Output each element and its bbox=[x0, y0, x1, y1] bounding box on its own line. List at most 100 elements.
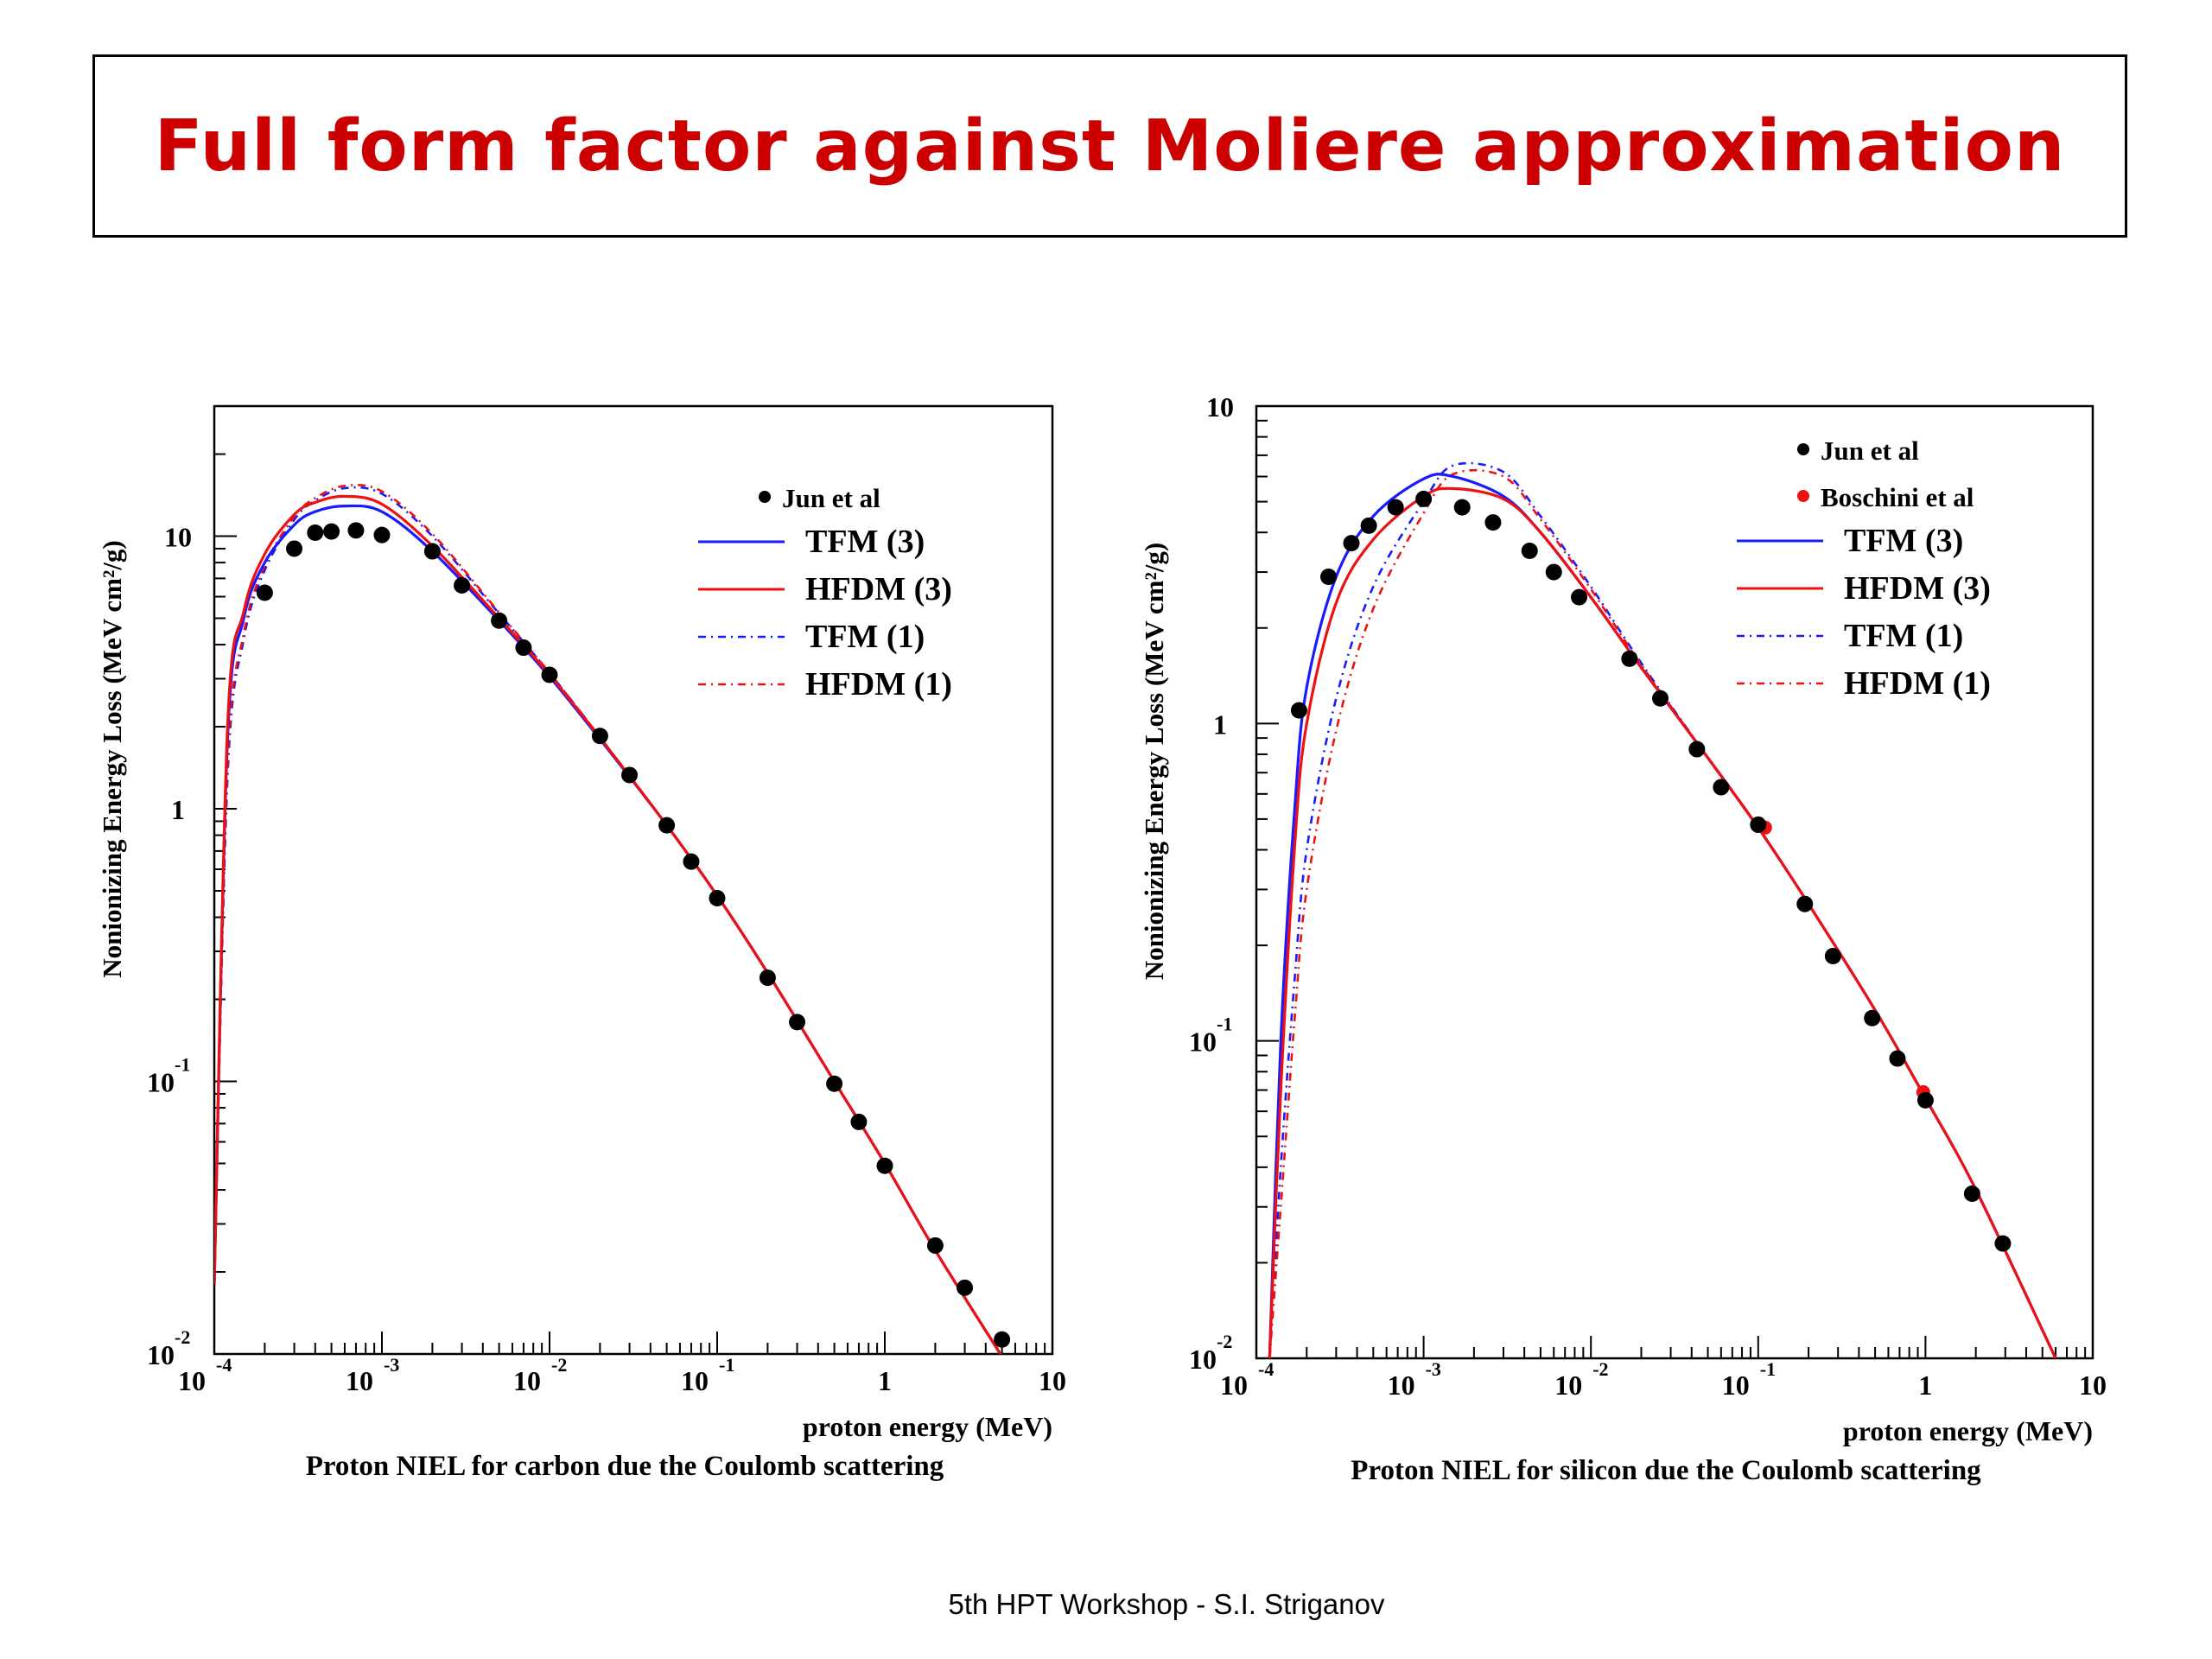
legend-label: Jun et al bbox=[782, 483, 880, 513]
x-tick-base: 10 bbox=[1220, 1370, 1248, 1401]
y-tick-exp: -1 bbox=[1217, 1014, 1232, 1035]
legend-label: TFM (3) bbox=[805, 524, 925, 560]
y-tick-label: 10-1 bbox=[147, 1054, 190, 1098]
chart-caption: Proton NIEL for silicon due the Coulomb … bbox=[1351, 1455, 1981, 1486]
legend-item: Boschini et al bbox=[1797, 482, 1974, 512]
legend-label: TFM (1) bbox=[805, 619, 925, 655]
y-axis-label: Nonionizing Energy Loss (MeV cm²/g) bbox=[97, 540, 127, 977]
x-tick-exp: -1 bbox=[719, 1354, 734, 1376]
x-axis-label: proton energy (MeV) bbox=[803, 1411, 1052, 1442]
jun-point bbox=[926, 1236, 944, 1254]
legend-marker bbox=[1797, 490, 1809, 502]
x-tick-exp: -3 bbox=[1426, 1358, 1441, 1380]
jun-point bbox=[1824, 948, 1841, 965]
x-tick-label: 1 bbox=[878, 1365, 892, 1396]
legend-item: TFM (3) bbox=[698, 524, 925, 560]
jun-point bbox=[373, 526, 391, 543]
x-tick-exp: -2 bbox=[551, 1354, 567, 1376]
legend-label: HFDM (3) bbox=[805, 571, 952, 607]
jun-point bbox=[1387, 499, 1404, 516]
jun-point bbox=[1652, 690, 1669, 707]
y-tick-label: 10 bbox=[1206, 391, 1234, 423]
jun-point bbox=[1864, 1009, 1881, 1027]
legend-item: HFDM (3) bbox=[698, 571, 952, 607]
x-tick-label: 10 -3 bbox=[346, 1354, 399, 1396]
jun-point bbox=[789, 1014, 806, 1031]
jun-point bbox=[1484, 514, 1502, 531]
x-tick-label: 10 -3 bbox=[1388, 1358, 1441, 1401]
jun-point bbox=[347, 522, 365, 539]
y-axis-label: Nonionizing Energy Loss (MeV cm²/g) bbox=[1139, 543, 1169, 980]
plot-frame bbox=[1255, 404, 2094, 1360]
jun-point bbox=[1713, 779, 1730, 796]
jun-point bbox=[957, 1279, 974, 1296]
footer: 5th HPT Workshop - S.I. Striganov bbox=[0, 1588, 2212, 1621]
jun-point bbox=[1415, 490, 1433, 507]
x-tick-base: 10 bbox=[513, 1365, 541, 1396]
x-tick-base: 10 bbox=[1722, 1370, 1750, 1401]
jun-point bbox=[454, 576, 471, 594]
plot-area bbox=[1268, 461, 2057, 1358]
jun-point bbox=[1545, 563, 1562, 581]
y-tick-base: 10 bbox=[147, 1339, 175, 1370]
y-tick-base: 10 bbox=[164, 522, 192, 553]
jun-point bbox=[1290, 702, 1307, 719]
y-tick-base: 1 bbox=[1213, 709, 1227, 740]
x-tick-exp: -1 bbox=[1760, 1358, 1776, 1380]
legend-item: TFM (1) bbox=[698, 619, 925, 655]
x-tick-base: 1 bbox=[1918, 1370, 1932, 1401]
legend: Jun et al Boschini et al TFM (3) HFDM (3) TF… bbox=[1737, 435, 1991, 702]
jun-point bbox=[323, 523, 340, 540]
jun-point bbox=[541, 666, 558, 683]
y-tick-base: 10 bbox=[147, 1067, 175, 1098]
series-line-tfm-3 bbox=[1268, 473, 2057, 1358]
jun-point bbox=[621, 766, 639, 784]
legend-label: TFM (3) bbox=[1844, 523, 1963, 559]
legend-label: Jun et al bbox=[1821, 435, 1919, 466]
jun-point bbox=[423, 543, 441, 560]
jun-point bbox=[1889, 1050, 1906, 1067]
y-tick-label: 1 bbox=[171, 794, 185, 825]
jun-point bbox=[1521, 542, 1538, 559]
jun-point bbox=[759, 969, 776, 987]
y-tick-exp: -2 bbox=[1217, 1331, 1232, 1352]
legend-item: HFDM (1) bbox=[698, 666, 952, 702]
legend-item: TFM (3) bbox=[1737, 523, 1963, 559]
jun-point bbox=[1360, 517, 1377, 534]
jun-point bbox=[591, 728, 608, 745]
legend-label: Boschini et al bbox=[1821, 482, 1974, 512]
x-tick-base: 10 bbox=[681, 1365, 709, 1396]
legend-marker bbox=[759, 491, 771, 503]
x-tick-label: 10 -2 bbox=[1554, 1358, 1608, 1401]
jun-point bbox=[709, 889, 726, 906]
legend-label: HFDM (1) bbox=[805, 666, 952, 702]
x-tick-label: 10 -4 bbox=[1220, 1358, 1274, 1401]
chart-caption: Proton NIEL for carbon due the Coulomb s… bbox=[306, 1451, 944, 1482]
title-box: Full form factor against Moliere approxi… bbox=[92, 54, 2127, 238]
jun-point bbox=[1343, 535, 1360, 552]
x-tick-base: 10 bbox=[346, 1365, 373, 1396]
y-tick-base: 10 bbox=[1189, 1027, 1217, 1058]
jun-point bbox=[1571, 588, 1588, 606]
legend-item: TFM (1) bbox=[1737, 618, 1963, 654]
footer-text: 5th HPT Workshop - S.I. Striganov bbox=[948, 1588, 1385, 1620]
series-line-tfm-1 bbox=[1268, 461, 1759, 1358]
jun-point bbox=[515, 639, 532, 657]
jun-point bbox=[876, 1157, 893, 1174]
x-tick-base: 10 bbox=[2079, 1370, 2107, 1401]
x-tick-exp: -2 bbox=[1592, 1358, 1608, 1380]
jun-point bbox=[256, 584, 273, 601]
y-tick-label: 10-2 bbox=[1189, 1331, 1232, 1375]
jun-point bbox=[1453, 499, 1471, 516]
jun-point bbox=[1994, 1235, 2012, 1252]
slide-title: Full form factor against Moliere approxi… bbox=[154, 105, 2066, 188]
jun-point bbox=[1688, 741, 1706, 758]
series-line-hfdm-1 bbox=[1268, 468, 1759, 1358]
y-tick-exp: -1 bbox=[175, 1054, 190, 1076]
x-tick-label: 10 bbox=[2079, 1370, 2107, 1401]
legend-marker bbox=[1797, 443, 1809, 455]
legend-item: Jun et al bbox=[759, 483, 880, 513]
jun-point bbox=[286, 540, 303, 557]
y-tick-label: 1 bbox=[1213, 709, 1227, 740]
